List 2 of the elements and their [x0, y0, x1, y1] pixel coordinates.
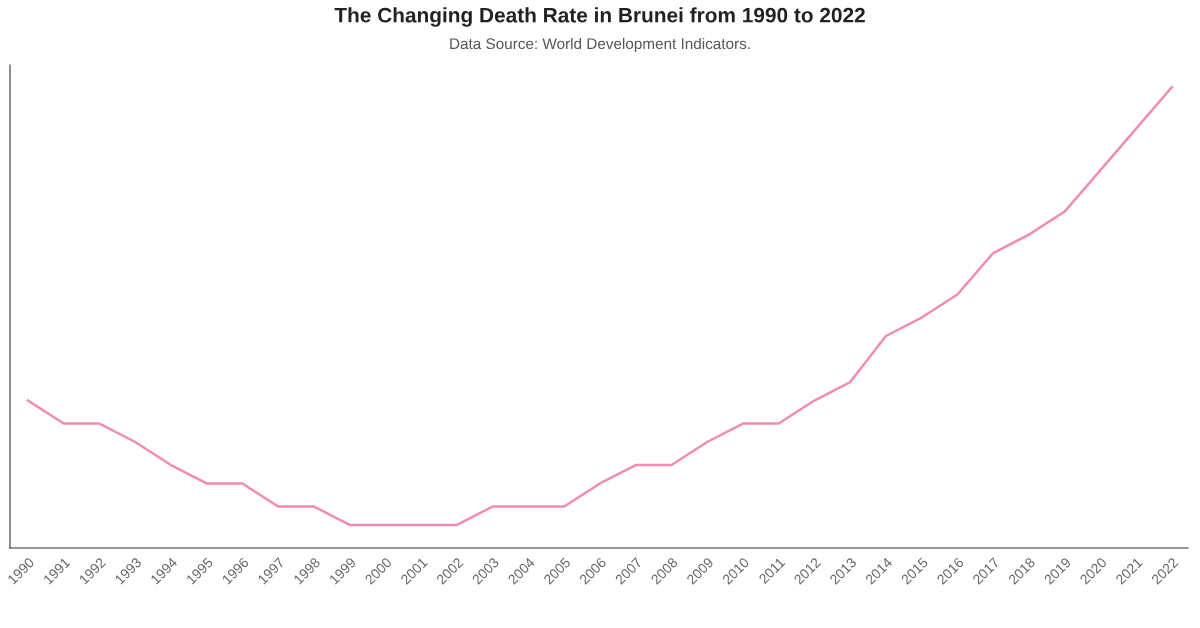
chart-subtitle: Data Source: World Development Indicators.: [450, 37, 750, 53]
chart-title: The Changing Death Rate in Brunei from 1990 to 2022: [334, 7, 865, 27]
